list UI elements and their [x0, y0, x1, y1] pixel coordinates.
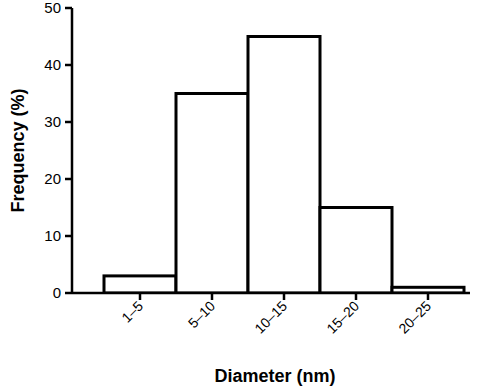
x-tick-label: 15–20	[323, 298, 362, 337]
x-tick	[211, 293, 214, 300]
y-tick-label: 0	[53, 284, 61, 301]
x-axis-title: Diameter (nm)	[214, 366, 335, 386]
y-axis-title: Frequency (%)	[8, 88, 28, 212]
x-tick-label: 1–5	[118, 298, 146, 326]
y-tick	[65, 292, 72, 295]
x-tick	[283, 293, 286, 300]
chart-container: 0 10 20 30 40 50 1–5 5–10 10–15 15–20 20–25 Diamete…	[0, 0, 500, 392]
y-tick	[65, 235, 72, 238]
y-tick-label: 40	[44, 56, 61, 73]
y-tick	[65, 7, 72, 10]
y-tick-label: 10	[44, 227, 61, 244]
bar	[248, 37, 320, 294]
x-tick-label: 20–25	[395, 298, 434, 337]
x-tick-label: 5–10	[185, 298, 218, 331]
bar	[176, 94, 248, 294]
x-tick	[139, 293, 142, 300]
y-tick-label: 50	[44, 0, 61, 16]
x-axis-line	[72, 292, 470, 295]
bar	[104, 276, 176, 293]
y-tick-label: 30	[44, 113, 61, 130]
bar	[320, 208, 392, 294]
bars	[104, 37, 464, 294]
y-tick	[65, 178, 72, 181]
y-axis-line	[71, 8, 74, 293]
chart-svg: 0 10 20 30 40 50 1–5 5–10 10–15 15–20 20–25 Diamete…	[0, 0, 500, 392]
x-tick	[355, 293, 358, 300]
x-tick	[427, 293, 430, 300]
y-tick-label: 20	[44, 170, 61, 187]
x-tick-label: 10–15	[251, 298, 290, 337]
y-tick	[65, 121, 72, 124]
y-tick	[65, 64, 72, 67]
